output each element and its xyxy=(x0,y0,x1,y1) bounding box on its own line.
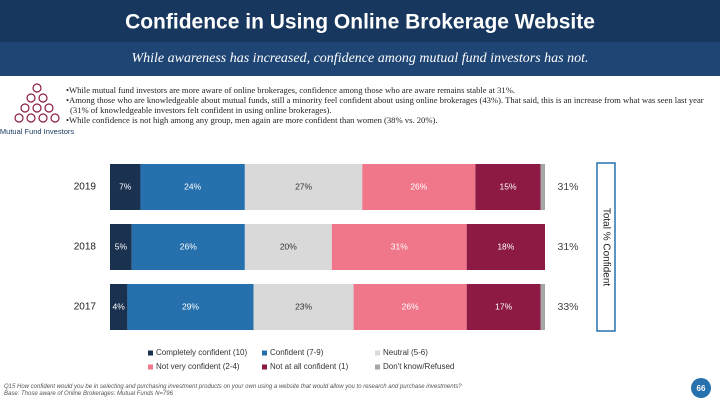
slide-title: Confidence in Using Online Brokerage Web… xyxy=(125,11,595,34)
total-value: 31% xyxy=(557,241,578,253)
legend-swatch xyxy=(148,364,153,370)
bar-segment xyxy=(475,164,541,210)
total-value: 31% xyxy=(557,181,578,193)
bar-segment xyxy=(331,224,467,270)
data-label: 4% xyxy=(113,301,126,311)
total-value: 33% xyxy=(557,301,578,313)
bar-segment xyxy=(253,284,354,330)
icon-label: Mutual Fund Investors xyxy=(0,127,74,136)
footnote-line: Base: Those aware of Online Brokerages: … xyxy=(4,391,173,397)
bar-segment xyxy=(110,224,132,270)
data-label: 17% xyxy=(495,301,512,311)
data-label: 5% xyxy=(115,241,128,251)
page-badge xyxy=(691,378,711,398)
footnote-line: Q15 How confident would you be in select… xyxy=(4,384,462,390)
category-label: 2018 xyxy=(74,242,97,253)
data-label: 23% xyxy=(295,301,312,311)
data-label: 31% xyxy=(391,241,408,251)
bullet: Among those who are knowledgeable about … xyxy=(66,95,706,115)
bar-segment xyxy=(244,164,363,210)
legend-swatch xyxy=(375,364,380,370)
investors-icon xyxy=(14,83,60,123)
footnote: Q15 How confident would you be in select… xyxy=(4,384,564,398)
category-label: 2019 xyxy=(74,182,97,193)
data-label: 26% xyxy=(410,181,427,191)
data-label: 27% xyxy=(295,181,312,191)
title-band xyxy=(0,0,720,42)
total-box xyxy=(596,162,616,332)
bar-segment xyxy=(466,284,541,330)
data-label: 20% xyxy=(280,241,297,251)
legend-swatch xyxy=(375,350,380,356)
legend-label: Don't know/Refused xyxy=(383,362,454,371)
bullet: While confidence is not high among any g… xyxy=(66,115,706,125)
subtitle-band xyxy=(0,42,720,76)
bar-segment xyxy=(466,224,545,270)
data-label: 26% xyxy=(402,301,419,311)
legend-label: Not very confident (2-4) xyxy=(156,362,240,371)
bar-segment xyxy=(244,224,332,270)
legend-swatch xyxy=(148,350,153,356)
bullets: While mutual fund investors are more awa… xyxy=(66,85,706,125)
bullet: While mutual fund investors are more awa… xyxy=(66,85,706,95)
page-number: 66 xyxy=(697,384,706,393)
bar-segment xyxy=(110,284,128,330)
slide-subtitle: While awareness has increased, confidenc… xyxy=(131,51,588,66)
legend-label: Neutral (5-6) xyxy=(383,348,428,357)
bar-segment xyxy=(140,164,245,210)
category-label: 2017 xyxy=(74,302,97,313)
legend-label: Confident (7-9) xyxy=(270,348,324,357)
data-label: 29% xyxy=(182,301,199,311)
bar-segment xyxy=(540,284,545,330)
legend-swatch xyxy=(262,350,267,356)
total-label: Total % Confident xyxy=(600,208,611,287)
data-label: 15% xyxy=(500,181,517,191)
data-label: 26% xyxy=(180,241,197,251)
bar-segment xyxy=(353,284,467,330)
bar-segment xyxy=(540,164,545,210)
data-label: 24% xyxy=(184,181,201,191)
bar-segment xyxy=(110,164,141,210)
bar-segment xyxy=(362,164,476,210)
bar-segment xyxy=(131,224,245,270)
legend-label: Not at all confident (1) xyxy=(270,362,349,371)
data-label: 7% xyxy=(119,181,132,191)
bar-segment xyxy=(127,284,254,330)
legend-swatch xyxy=(262,364,267,370)
data-label: 18% xyxy=(497,241,514,251)
legend-label: Completely confident (10) xyxy=(156,348,247,357)
